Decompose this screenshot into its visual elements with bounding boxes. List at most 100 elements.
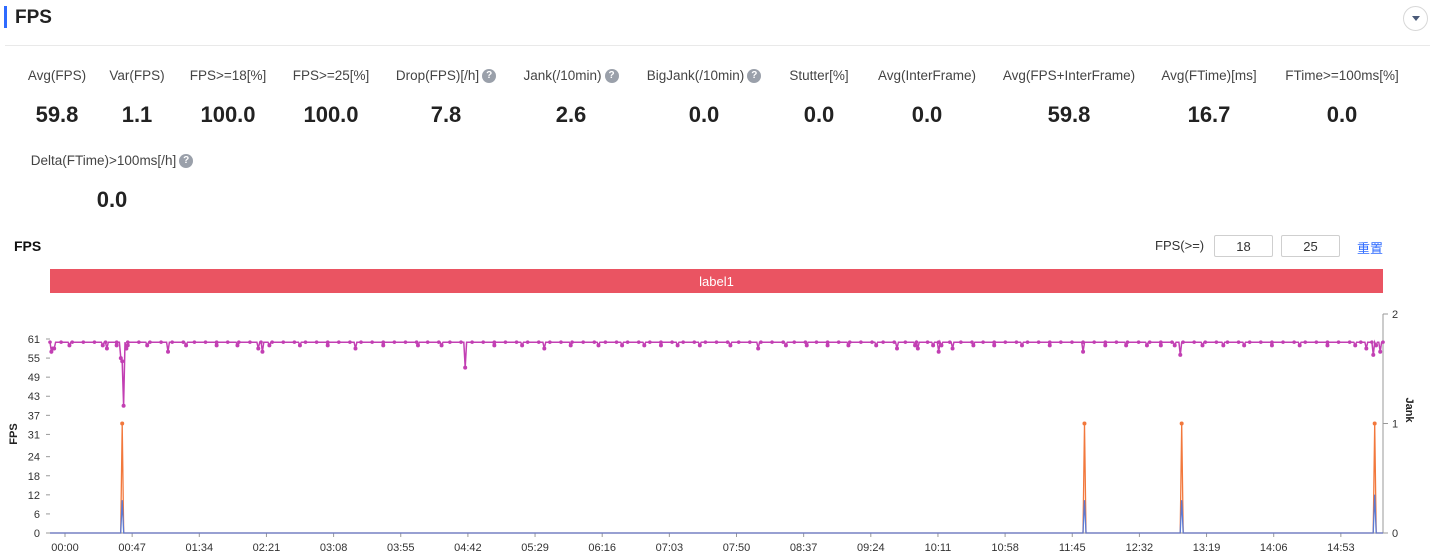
fps-point	[1081, 340, 1085, 344]
fps-point	[256, 346, 261, 351]
metric-2: FPS>=18[%] 100.0	[138, 67, 318, 129]
help-icon[interactable]: ?	[747, 69, 762, 83]
x-tick-label: 10:58	[991, 542, 1019, 554]
fps-point	[542, 346, 547, 351]
help-icon[interactable]: ?	[604, 69, 619, 83]
y2-axis-label: Jank	[1403, 397, 1415, 423]
metric-label-text: Var(FPS)	[109, 68, 165, 83]
fps-point	[1025, 340, 1030, 344]
fps-point	[481, 340, 486, 344]
metric-label: Avg(FPS)	[0, 67, 147, 85]
fps-point	[825, 343, 830, 348]
x-tick-label: 14:53	[1327, 542, 1355, 554]
jank-point	[120, 421, 125, 426]
fps-point	[48, 340, 52, 344]
fps-point	[570, 340, 574, 344]
metric-value: 100.0	[200, 102, 256, 127]
fps-point	[381, 343, 386, 348]
fps-point	[121, 403, 126, 408]
fps-point	[804, 343, 809, 348]
fps-point	[939, 343, 944, 348]
fps-point	[915, 346, 920, 351]
metric-value: 2.6	[555, 102, 587, 127]
y-tick-label: 49	[28, 372, 40, 384]
metric-label: Stutter[%]	[729, 67, 909, 85]
y-tick-label: 55	[28, 353, 40, 365]
fps-point	[225, 340, 230, 344]
metric-label-text: FPS>=18[%]	[189, 68, 267, 83]
x-tick-label: 08:37	[790, 542, 818, 554]
y-tick-label: 37	[28, 410, 40, 422]
fps-point	[881, 340, 885, 344]
reset-button[interactable]: 重置	[1357, 241, 1384, 256]
fps-point	[1003, 340, 1008, 344]
fps-point	[425, 340, 430, 344]
fps-point	[1147, 340, 1152, 344]
fps-point	[925, 340, 930, 344]
fps-point	[947, 340, 952, 344]
fps-point	[1247, 340, 1252, 344]
chart-title: FPS	[14, 238, 42, 254]
fps-point	[1325, 340, 1330, 344]
fps-point	[525, 340, 530, 344]
collapse-button[interactable]	[1403, 6, 1428, 31]
metric-12: Delta(FTime)>100ms[/h]? 0.0	[22, 152, 202, 214]
fps-point	[270, 340, 274, 344]
label-bar[interactable]: label1	[50, 269, 1383, 293]
fps-point	[581, 340, 585, 344]
metric-5: Jank(/10min)? 2.6	[481, 67, 661, 129]
fps-point	[281, 340, 286, 344]
fps-point	[1370, 340, 1374, 344]
fps-point	[248, 340, 252, 344]
fps-point	[903, 340, 908, 344]
fps-point	[914, 340, 919, 344]
fps-point	[70, 340, 75, 344]
x-tick-label: 03:55	[387, 542, 415, 554]
fps-point	[659, 340, 663, 344]
threshold-label: FPS(>=)	[1155, 238, 1205, 253]
fps-point	[603, 340, 608, 344]
jank-point	[1082, 421, 1087, 426]
metric-value: 16.7	[1187, 102, 1231, 127]
fps-point	[1358, 340, 1363, 344]
y-tick-label: 0	[34, 528, 40, 540]
fps-point	[1092, 340, 1096, 344]
fps-point	[1136, 340, 1141, 344]
metric-label: Jank(/10min)?	[481, 67, 661, 85]
x-tick-label: 00:47	[118, 542, 146, 554]
fps-point	[1371, 352, 1376, 357]
metric-label: Drop(FPS)[/h]?	[356, 67, 536, 85]
fps-point	[392, 340, 397, 344]
fps-point	[159, 340, 163, 344]
fps-point	[992, 343, 997, 348]
help-icon[interactable]: ?	[179, 154, 194, 168]
x-tick-label: 09:24	[857, 542, 885, 554]
fps-point	[1172, 343, 1177, 348]
metric-value: 0.0	[911, 102, 943, 127]
fps-point	[414, 340, 419, 344]
metric-label-text: Jank(/10min)	[523, 68, 602, 83]
fps-point	[1281, 340, 1285, 344]
fps-point	[104, 346, 109, 351]
y-axis-label: FPS	[8, 423, 20, 444]
metric-9: Avg(FPS+InterFrame) 59.8	[979, 67, 1159, 129]
metric-value: 1.1	[121, 102, 153, 127]
help-icon[interactable]: ?	[482, 69, 497, 83]
fps-point	[1292, 340, 1296, 344]
fps-point	[492, 343, 497, 348]
fps-point	[1325, 343, 1330, 348]
fps-point	[381, 340, 386, 344]
fps-point	[592, 340, 597, 344]
threshold-low-input[interactable]	[1214, 235, 1273, 257]
chevron-down-icon	[1411, 16, 1420, 21]
fps-point	[596, 343, 601, 348]
fps-point	[325, 343, 330, 348]
threshold-high-input[interactable]	[1281, 235, 1340, 257]
fps-point	[1019, 343, 1024, 348]
fps-point	[214, 340, 219, 344]
fps-point	[1381, 340, 1385, 344]
fps-point	[825, 340, 830, 344]
fps-point	[1124, 343, 1129, 348]
fps-point	[314, 340, 319, 344]
